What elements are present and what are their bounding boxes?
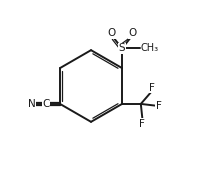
Text: F: F <box>156 101 162 111</box>
Text: C: C <box>42 99 50 109</box>
Text: O: O <box>128 28 136 38</box>
Text: N: N <box>28 99 36 109</box>
Text: O: O <box>108 28 116 38</box>
Text: S: S <box>119 44 125 53</box>
Text: F: F <box>139 119 145 129</box>
Text: F: F <box>149 83 155 93</box>
Text: CH₃: CH₃ <box>141 44 159 53</box>
